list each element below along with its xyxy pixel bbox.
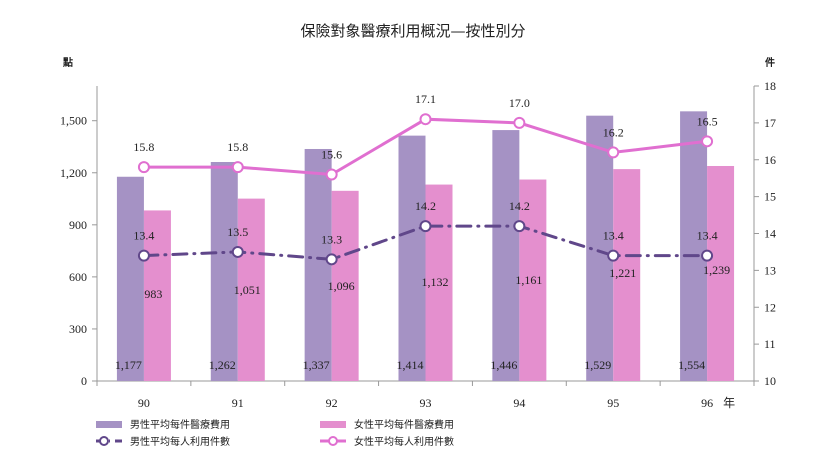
male-cost-bar xyxy=(210,162,238,381)
right-tick-label: 11 xyxy=(764,337,776,351)
female-cost-bar xyxy=(613,169,641,381)
legend-female-line-label: 女性平均每人利用件數 xyxy=(354,435,454,448)
male-cost-label: 1,529 xyxy=(584,358,611,372)
female-cost-label: 1,221 xyxy=(609,266,636,280)
female-count-marker xyxy=(701,135,714,148)
axes: 0 300 600 900 1,200 1,500 10 11 12 13 14 15 16 17 18 90… xyxy=(60,79,776,410)
female-cost-label: 1,132 xyxy=(422,275,449,289)
legend-male-line-label: 男性平均每人利用件數 xyxy=(130,435,230,448)
right-tick-label: 18 xyxy=(764,79,776,93)
data-labels: 1,177 1,262 1,337 1,414 1,446 1,529 1,554 983 1,… xyxy=(115,92,730,372)
female-cost-bar xyxy=(237,198,265,381)
right-tick-label: 15 xyxy=(764,190,776,204)
right-tick-label: 14 xyxy=(764,227,776,241)
male-count-label: 13.4 xyxy=(697,229,718,243)
female-count-label: 17.1 xyxy=(415,92,436,106)
legend-male-bar-swatch xyxy=(96,421,122,428)
male-count-marker xyxy=(701,249,714,262)
bars xyxy=(116,111,735,382)
x-tick-label: 91 xyxy=(232,396,244,410)
male-cost-bar xyxy=(116,176,144,381)
x-tick-label: 92 xyxy=(326,396,338,410)
female-cost-label: 1,096 xyxy=(328,279,355,293)
female-cost-label: 1,051 xyxy=(234,283,261,297)
left-tick-label: 900 xyxy=(69,218,87,232)
female-cost-bar xyxy=(519,179,547,381)
female-count-marker xyxy=(513,116,526,129)
male-count-label: 14.2 xyxy=(509,199,530,213)
male-cost-label: 1,554 xyxy=(678,358,705,372)
right-axis-unit: 件 xyxy=(765,56,775,69)
left-axis-unit: 點 xyxy=(62,56,73,69)
x-tick-label: 90 xyxy=(138,396,150,410)
female-count-label: 16.2 xyxy=(603,125,624,139)
x-tick-label: 96 xyxy=(701,396,713,410)
right-tick-label: 17 xyxy=(764,116,776,130)
right-tick-label: 12 xyxy=(764,300,776,314)
left-tick-label: 1,200 xyxy=(60,166,87,180)
female-cost-label: 1,239 xyxy=(703,263,730,277)
legend-male-line-marker xyxy=(99,436,109,446)
female-count-marker xyxy=(325,168,338,181)
male-count-marker xyxy=(513,220,526,233)
female-count-marker xyxy=(419,113,432,126)
male-count-marker xyxy=(231,245,244,258)
female-count-marker xyxy=(137,161,150,174)
male-cost-bar xyxy=(304,148,332,381)
male-count-marker xyxy=(325,253,338,266)
female-count-label: 16.5 xyxy=(697,114,718,128)
male-cost-label: 1,262 xyxy=(209,358,236,372)
female-count-label: 15.8 xyxy=(227,140,248,154)
x-axis-suffix: 年 xyxy=(723,396,735,410)
female-count-marker xyxy=(231,161,244,174)
female-cost-label: 983 xyxy=(144,287,162,301)
female-count-marker xyxy=(607,146,620,159)
female-count-label: 17.0 xyxy=(509,96,530,110)
left-tick-label: 1,500 xyxy=(60,114,87,128)
x-tick-label: 95 xyxy=(607,396,619,410)
right-tick-label: 10 xyxy=(764,374,776,388)
legend-female-bar-swatch xyxy=(320,421,346,428)
male-count-label: 14.2 xyxy=(415,199,436,213)
female-cost-bar xyxy=(425,184,453,381)
female-cost-bar xyxy=(331,190,359,381)
left-tick-label: 300 xyxy=(69,322,87,336)
male-count-marker xyxy=(137,249,150,262)
female-cost-label: 1,161 xyxy=(515,273,542,287)
chart-title: 保險對象醫療利用概況—按性別分 xyxy=(300,22,525,40)
male-count-label: 13.4 xyxy=(603,229,624,243)
male-cost-bar xyxy=(680,111,708,381)
male-count-label: 13.3 xyxy=(321,232,342,246)
right-tick-label: 13 xyxy=(764,263,776,277)
male-cost-label: 1,446 xyxy=(490,358,517,372)
male-cost-label: 1,414 xyxy=(397,358,424,372)
male-count-label: 13.5 xyxy=(227,225,248,239)
x-tick-label: 94 xyxy=(513,396,525,410)
legend-female-bar-label: 女性平均每件醫療費用 xyxy=(354,418,454,431)
legend-female-line-marker xyxy=(328,436,338,446)
male-cost-bar xyxy=(492,130,520,381)
right-tick-label: 16 xyxy=(764,153,776,167)
lines xyxy=(137,113,714,266)
male-count-marker xyxy=(607,249,620,262)
male-count-label: 13.4 xyxy=(133,229,154,243)
legend-male-bar-label: 男性平均每件醫療費用 xyxy=(130,418,230,431)
female-count-label: 15.6 xyxy=(321,148,342,162)
left-tick-label: 600 xyxy=(69,270,87,284)
male-cost-label: 1,337 xyxy=(303,358,330,372)
x-tick-label: 93 xyxy=(420,396,432,410)
male-cost-bar xyxy=(398,135,426,381)
female-cost-bar xyxy=(143,210,171,381)
male-cost-label: 1,177 xyxy=(115,358,142,372)
female-cost-bar xyxy=(707,165,735,381)
female-count-label: 15.8 xyxy=(133,140,154,154)
male-count-marker xyxy=(419,220,432,233)
left-tick-label: 0 xyxy=(81,374,87,388)
